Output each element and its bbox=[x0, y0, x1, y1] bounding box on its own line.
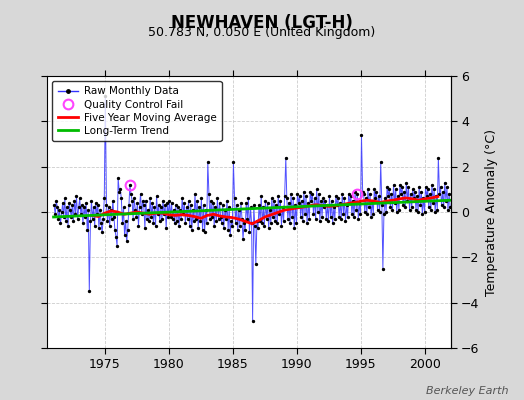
Text: 50.783 N, 0.050 E (United Kingdom): 50.783 N, 0.050 E (United Kingdom) bbox=[148, 26, 376, 39]
Text: NEWHAVEN (LGT-H): NEWHAVEN (LGT-H) bbox=[171, 14, 353, 32]
Text: Berkeley Earth: Berkeley Earth bbox=[426, 386, 508, 396]
Legend: Raw Monthly Data, Quality Control Fail, Five Year Moving Average, Long-Term Tren: Raw Monthly Data, Quality Control Fail, … bbox=[52, 81, 222, 141]
Y-axis label: Temperature Anomaly (°C): Temperature Anomaly (°C) bbox=[485, 128, 498, 296]
